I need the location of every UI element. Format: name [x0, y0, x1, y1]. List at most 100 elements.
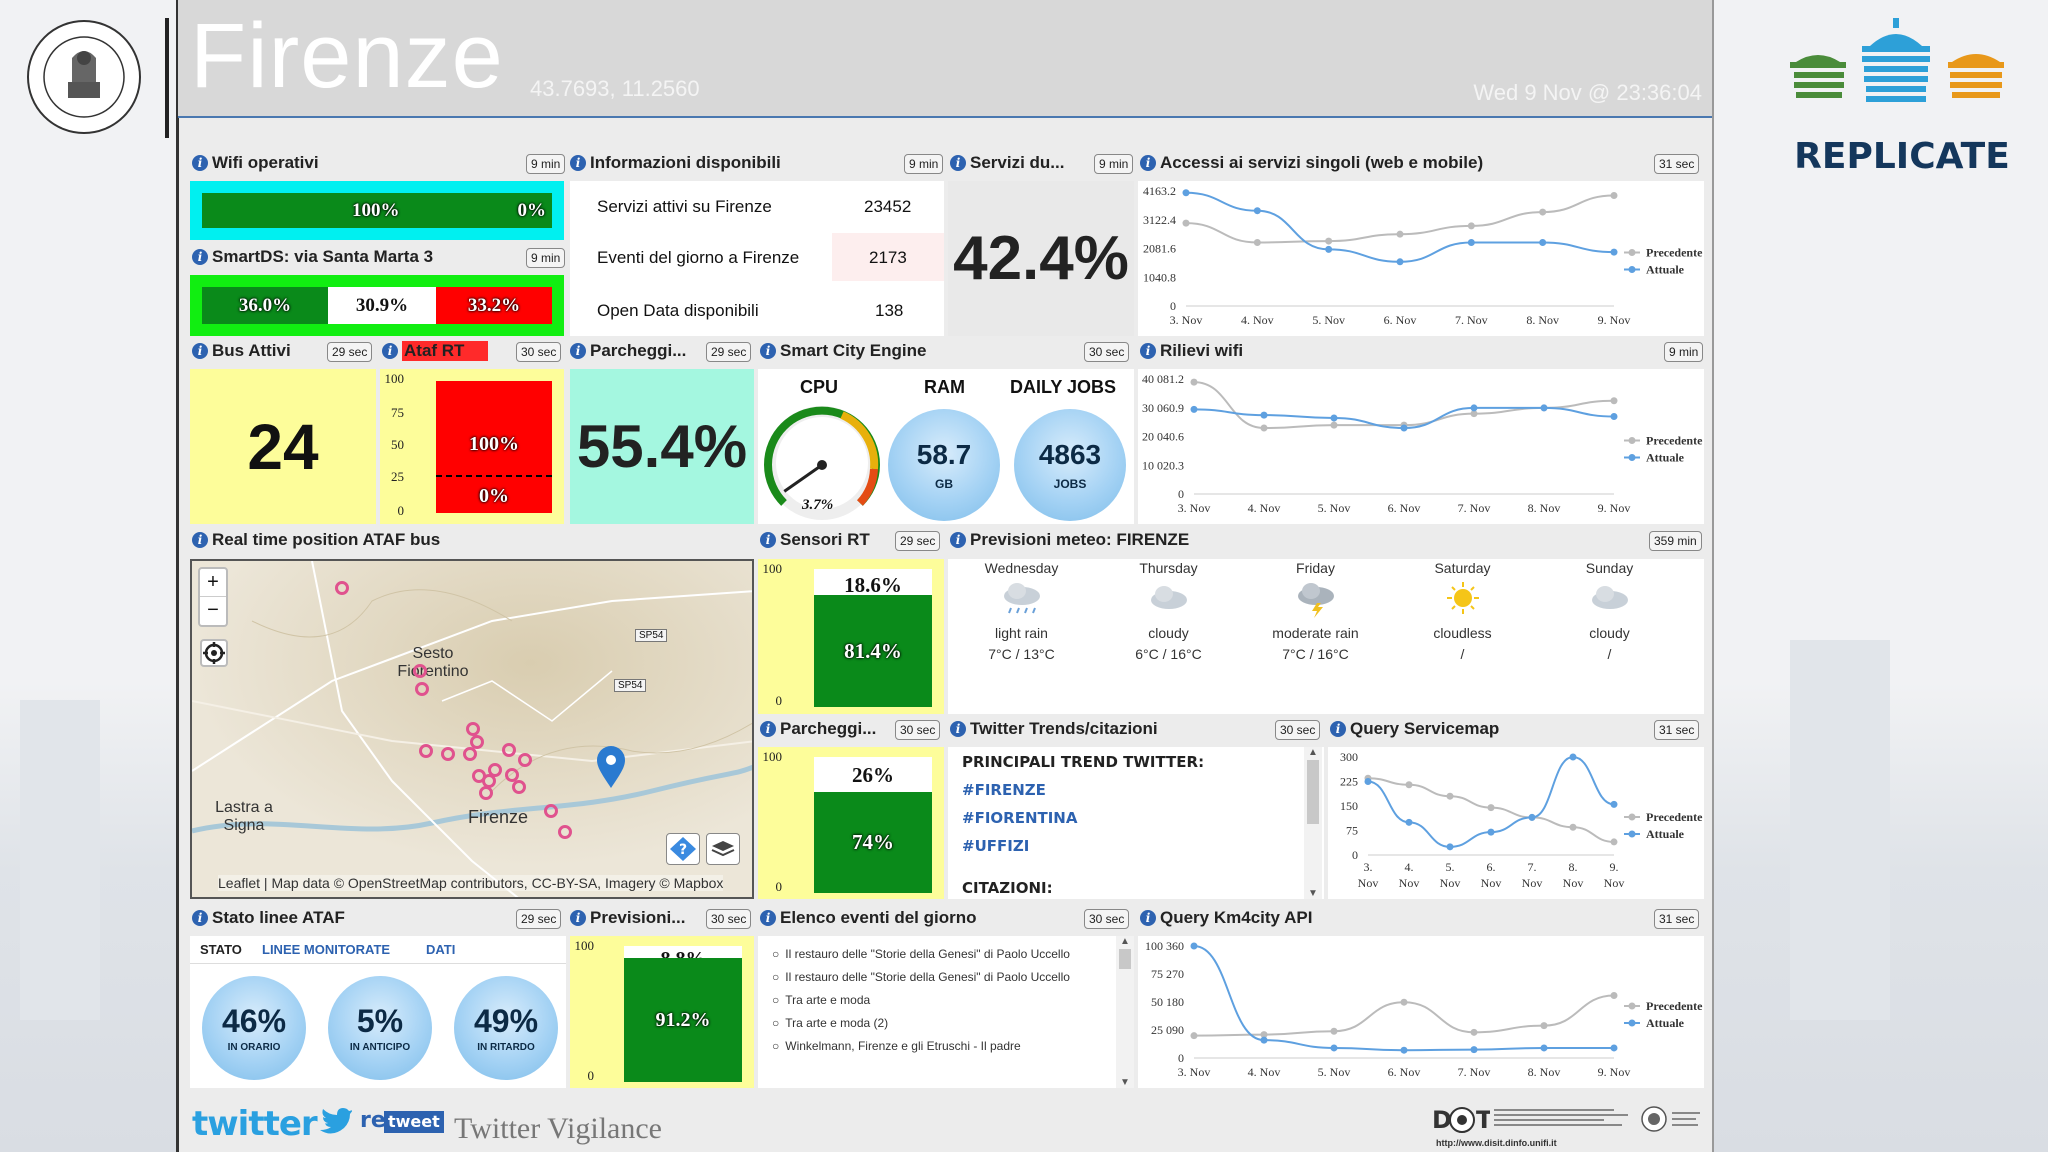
meteo-temp: /	[1607, 646, 1612, 662]
info-highlight	[832, 233, 944, 281]
event-item[interactable]: ○ Tra arte e moda (2)	[772, 1013, 1092, 1034]
bus-marker[interactable]	[544, 804, 558, 818]
update-badge: 9 min	[526, 248, 566, 268]
bus-marker[interactable]	[419, 744, 433, 758]
info-icon[interactable]: i	[1140, 343, 1156, 359]
info-icon[interactable]: i	[760, 532, 776, 548]
meteo-temp: 6°C / 16°C	[1135, 646, 1202, 662]
layers-button[interactable]	[706, 833, 740, 865]
info-icon[interactable]: i	[1140, 155, 1156, 171]
meteo-condition: cloudy	[1148, 625, 1189, 641]
info-icon[interactable]: i	[950, 721, 966, 737]
location-pin-icon[interactable]	[596, 745, 626, 789]
locate-button[interactable]	[200, 639, 228, 667]
scroll-thumb[interactable]	[1307, 760, 1319, 824]
disit-url[interactable]: http://www.disit.dinfo.unifi.it	[1436, 1138, 1557, 1148]
twitter-scrollbar[interactable]: ▲ ▼	[1304, 747, 1322, 899]
info-icon[interactable]: i	[192, 155, 208, 171]
scale-label: 100	[762, 749, 783, 764]
bus-marker[interactable]	[413, 664, 427, 678]
info-icon[interactable]: i	[382, 343, 398, 359]
twitter-bird-icon	[320, 1108, 352, 1134]
widget-title-rilievi: i Rilievi wifi	[1140, 338, 1440, 364]
x-tick-label: Nov	[1399, 876, 1420, 890]
bus-marker[interactable]	[415, 682, 429, 696]
info-icon[interactable]: i	[192, 249, 208, 265]
bus-marker[interactable]	[479, 786, 493, 800]
scroll-up-icon[interactable]: ▲	[1120, 936, 1130, 947]
twitter-heading: PRINCIPALI TREND TWITTER:	[962, 753, 1205, 771]
bus-marker[interactable]	[558, 825, 572, 839]
update-badge: 31 sec	[1654, 154, 1700, 174]
y-tick-label: 0	[1178, 487, 1184, 501]
x-tick-label: 4. Nov	[1241, 313, 1274, 327]
zoom-out-button[interactable]: −	[207, 599, 219, 621]
event-item[interactable]: ○ Winkelmann, Firenze e gli Etruschi - Il…	[772, 1036, 1092, 1057]
info-icon[interactable]: i	[570, 343, 586, 359]
data-point	[1325, 245, 1333, 253]
zoom-in-button[interactable]: +	[200, 569, 226, 597]
data-point	[1470, 410, 1478, 418]
info-icon[interactable]: i	[760, 721, 776, 737]
info-icon[interactable]: i	[192, 532, 208, 548]
info-icon[interactable]: i	[760, 910, 776, 926]
cloud-icon	[1150, 586, 1187, 609]
bus-marker[interactable]	[466, 722, 480, 736]
info-icon[interactable]: i	[950, 155, 966, 171]
data-point	[1610, 192, 1618, 200]
tab-stato[interactable]: STATO	[200, 942, 242, 957]
data-point	[1330, 1044, 1338, 1052]
bus-marker[interactable]	[488, 763, 502, 777]
twitter-trend[interactable]: #FIRENZE	[962, 781, 1046, 799]
scroll-down-icon[interactable]: ▼	[1308, 888, 1318, 899]
ataf-bottom-value: 0%	[479, 485, 509, 507]
y-tick-label: 150	[1340, 799, 1358, 813]
bus-marker[interactable]	[463, 747, 477, 761]
bus-marker[interactable]	[441, 747, 455, 761]
scroll-up-icon[interactable]: ▲	[1308, 747, 1318, 758]
info-icon[interactable]: i	[950, 532, 966, 548]
data-point	[1260, 1031, 1268, 1039]
bus-marker[interactable]	[512, 780, 526, 794]
twitter-trend[interactable]: #UFFIZI	[962, 837, 1030, 855]
x-tick-label: 6.	[1487, 860, 1496, 874]
meteo-day: Sunday cloudy /	[1536, 559, 1683, 662]
bus-marker[interactable]	[505, 768, 519, 782]
info-label: Open Data disponibili	[597, 301, 759, 320]
event-item[interactable]: ○ Tra arte e moda	[772, 990, 1092, 1011]
info-icon[interactable]: i	[570, 910, 586, 926]
scroll-down-icon[interactable]: ▼	[1120, 1077, 1130, 1088]
scroll-thumb[interactable]	[1119, 949, 1131, 969]
tab-linee-monitorate[interactable]: LINEE MONITORATE	[262, 942, 391, 957]
x-tick-label: 7. Nov	[1458, 501, 1491, 515]
info-icon[interactable]: i	[1140, 910, 1156, 926]
stato-tabs: STATO LINEE MONITORATE DATI	[190, 936, 566, 964]
widget-title-servicemap: i Query Servicemap	[1330, 716, 1570, 742]
stato-label: IN ORARIO	[227, 1042, 281, 1053]
data-point	[1405, 818, 1413, 826]
event-item[interactable]: ○ Il restauro delle "Storie della Genesi"…	[772, 967, 1092, 988]
bus-marker[interactable]	[470, 735, 484, 749]
ram-circle: 58.7 GB	[888, 409, 1000, 521]
info-icon[interactable]: i	[1330, 721, 1346, 737]
bus-map[interactable]: + − Sesto Fiorentino Lastra a Signa Fire…	[190, 559, 754, 899]
eventi-scrollbar[interactable]: ▲ ▼	[1116, 936, 1134, 1088]
info-icon[interactable]: i	[192, 910, 208, 926]
tab-dati[interactable]: DATI	[426, 942, 456, 957]
map-help-button[interactable]: ?	[666, 833, 700, 865]
event-title: Il restauro delle "Storie della Genesi" …	[785, 970, 1070, 984]
scale-label: 100	[762, 561, 783, 576]
bus-marker[interactable]	[502, 743, 516, 757]
info-icon[interactable]: i	[760, 343, 776, 359]
twitter-trend[interactable]: #FIORENTINA	[962, 809, 1078, 827]
data-point	[1446, 843, 1454, 851]
widget-title-engine: i Smart City Engine	[760, 338, 1060, 364]
info-icon[interactable]: i	[192, 343, 208, 359]
bus-marker[interactable]	[335, 581, 349, 595]
event-item[interactable]: ○ Il restauro delle "Storie della Genesi"…	[772, 944, 1092, 965]
bus-marker[interactable]	[518, 753, 532, 767]
map-attribution[interactable]: Leaflet | Map data © OpenStreetMap contr…	[218, 875, 724, 891]
accessi-chart-svg: 4163.2 3122.4 2081.6 1040.8 03. Nov 4. Nov 5. …	[1143, 184, 1703, 327]
university-seal-logo	[27, 20, 141, 134]
info-icon[interactable]: i	[570, 155, 586, 171]
